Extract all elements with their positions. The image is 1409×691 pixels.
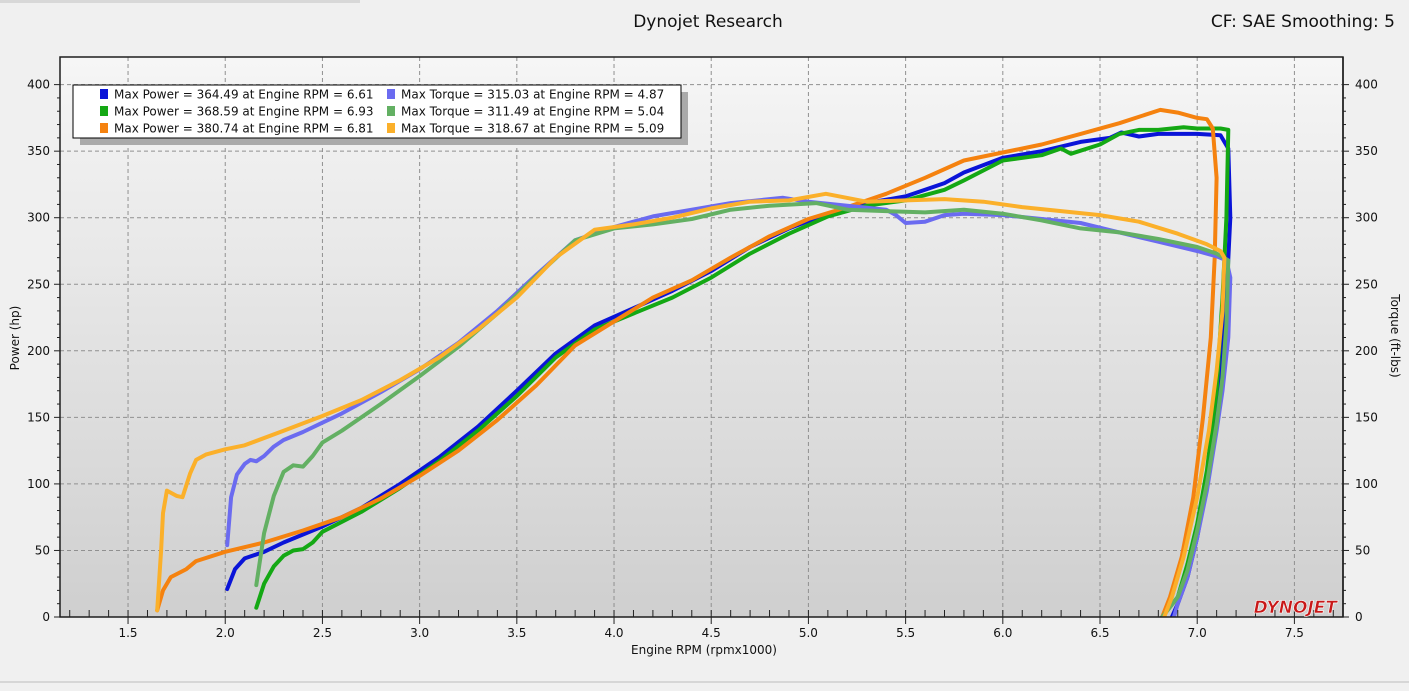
x-tick-label: 7.0 <box>1188 626 1207 640</box>
y-tick-label: 350 <box>27 144 50 158</box>
legend-swatch <box>387 123 395 133</box>
y2-tick-label: 150 <box>1355 410 1378 424</box>
legend-label: Max Power = 364.49 at Engine RPM = 6.61 <box>114 88 374 102</box>
series-line-1 <box>225 130 1233 617</box>
series-line-3 <box>155 107 1219 617</box>
x-tick-label: 6.5 <box>1090 626 1109 640</box>
axes: 0 0 50 50 100 100 150 150 200 200 250 250 300 300 350 3… <box>27 78 1378 640</box>
legend-label: Max Torque = 318.67 at Engine RPM = 5.09 <box>401 122 664 136</box>
legend-label: Max Torque = 315.03 at Engine RPM = 4.87 <box>401 88 664 102</box>
x-tick-label: 2.5 <box>313 626 332 640</box>
x-tick-label: 5.0 <box>799 626 818 640</box>
y-tick-label: 400 <box>27 78 50 92</box>
y-tick-label: 250 <box>27 277 50 291</box>
x-tick-label: 2.0 <box>216 626 235 640</box>
y2-tick-label: 350 <box>1355 144 1378 158</box>
x-tick-label: 5.5 <box>896 626 915 640</box>
legend-box <box>72 84 682 139</box>
chart-title: Dynojet Research <box>633 12 783 32</box>
dynojet-logo: DYNOJET <box>1254 598 1339 618</box>
toolbar-strip <box>0 0 360 3</box>
y-tick-label: 100 <box>27 477 50 491</box>
y-tick-label: 200 <box>27 344 50 358</box>
y2-tick-label: 50 <box>1355 543 1370 557</box>
correction-factor-info: CF: SAE Smoothing: 5 <box>1211 12 1395 32</box>
y2-tick-label: 100 <box>1355 477 1378 491</box>
x-tick-label: 3.5 <box>507 626 526 640</box>
series-layer <box>155 107 1233 617</box>
plot-area <box>60 57 1343 617</box>
legend-swatch <box>100 123 108 133</box>
x-tick-label: 7.5 <box>1285 626 1304 640</box>
x-tick-label: 1.5 <box>118 626 137 640</box>
legend: Max Power = 364.49 at Engine RPM = 6.61 M… <box>72 84 688 145</box>
y2-tick-label: 0 <box>1355 610 1363 624</box>
legend-swatch <box>387 106 395 116</box>
series-line-6 <box>155 191 1227 617</box>
legend-swatch <box>100 89 108 99</box>
legend-swatch <box>100 106 108 116</box>
y-tick-label: 0 <box>42 610 50 624</box>
legend-swatch <box>387 89 395 99</box>
y2-axis-title: Torque (ft-lbs) <box>1388 293 1402 377</box>
y-tick-label: 50 <box>35 543 50 557</box>
x-tick-label: 4.5 <box>702 626 721 640</box>
y2-tick-label: 200 <box>1355 344 1378 358</box>
y-tick-label: 150 <box>27 410 50 424</box>
series-line-5 <box>254 201 1231 617</box>
legend-label: Max Power = 380.74 at Engine RPM = 6.81 <box>114 122 374 136</box>
y-tick-label: 300 <box>27 211 50 225</box>
x-tick-label: 6.0 <box>993 626 1012 640</box>
x-axis-title: Engine RPM (rpmx1000) <box>631 643 777 657</box>
legend-label: Max Power = 368.59 at Engine RPM = 6.93 <box>114 105 374 119</box>
y-axis-title: Power (hp) <box>8 306 22 371</box>
y2-tick-label: 250 <box>1355 277 1378 291</box>
x-tick-label: 4.0 <box>604 626 623 640</box>
legend-items: Max Power = 364.49 at Engine RPM = 6.61 M… <box>100 88 664 136</box>
legend-label: Max Torque = 311.49 at Engine RPM = 5.04 <box>401 105 664 119</box>
y2-tick-label: 400 <box>1355 78 1378 92</box>
x-tick-label: 3.0 <box>410 626 429 640</box>
y2-tick-label: 300 <box>1355 211 1378 225</box>
